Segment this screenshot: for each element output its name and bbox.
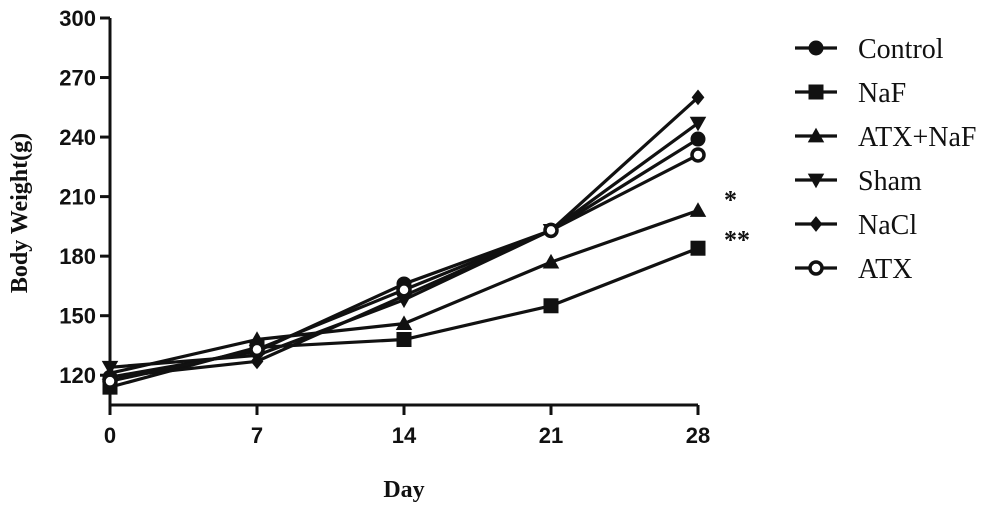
series-line-sham — [109, 121, 699, 369]
y-axis-title: Body Weight(g) — [7, 133, 33, 293]
axes: 120 150 180 210 240 270 300 0 7 14 21 28 — [59, 6, 710, 448]
significance-asterisk: * — [724, 186, 737, 215]
series-markers — [101, 89, 707, 395]
y-tick-label: 120 — [59, 363, 96, 388]
legend-marker-atx — [808, 260, 824, 276]
y-tick-label: 150 — [59, 304, 96, 329]
legend-label-control: Control — [858, 34, 944, 65]
data-point-atx-naf — [395, 315, 413, 331]
data-point-atx-naf — [542, 253, 560, 269]
data-point-naf — [396, 332, 412, 348]
data-point-atx — [543, 222, 559, 239]
significance-double-asterisk: ** — [724, 225, 750, 254]
data-point-nacl — [691, 89, 705, 106]
legend-label-sham: Sham — [858, 166, 922, 197]
legend-label-atx: ATX — [858, 254, 912, 285]
x-tick-label: 21 — [539, 423, 563, 448]
legend: Control NaF ATX+NaF Sham NaCl ATX — [795, 34, 976, 285]
data-point-atx — [396, 282, 412, 298]
y-tick-label: 270 — [59, 66, 96, 91]
significance-annotations: *** — [724, 186, 750, 255]
data-point-naf — [543, 298, 559, 314]
y-tick-label: 240 — [59, 125, 96, 150]
legend-label-atx-naf: ATX+NaF — [858, 122, 976, 153]
data-point-atx-naf — [689, 202, 707, 217]
legend-marker-naf — [808, 84, 824, 100]
data-point-atx — [102, 373, 118, 389]
x-tick-label: 28 — [686, 423, 710, 448]
data-point-atx — [690, 147, 706, 163]
y-tick-label: 210 — [59, 185, 96, 210]
legend-marker-nacl — [809, 216, 823, 232]
x-tick-label: 14 — [392, 423, 417, 448]
data-point-nacl — [250, 353, 264, 370]
x-tick-label: 7 — [251, 423, 263, 448]
x-axis-title: Day — [383, 477, 424, 503]
data-point-atx — [249, 341, 265, 358]
data-point-control — [690, 131, 706, 147]
y-tick-label: 180 — [59, 244, 96, 269]
legend-marker-sham — [807, 173, 825, 189]
data-point-sham — [101, 360, 119, 376]
x-tick-label: 0 — [104, 423, 116, 448]
data-point-naf — [690, 240, 706, 256]
legend-marker-control — [808, 40, 824, 56]
legend-marker-atx-naf — [807, 127, 825, 143]
data-point-atx-naf — [248, 331, 266, 346]
legend-label-nacl: NaCl — [858, 210, 917, 241]
y-tick-label: 300 — [59, 6, 96, 31]
data-point-sham — [689, 116, 707, 132]
legend-label-naf: NaF — [858, 78, 906, 109]
